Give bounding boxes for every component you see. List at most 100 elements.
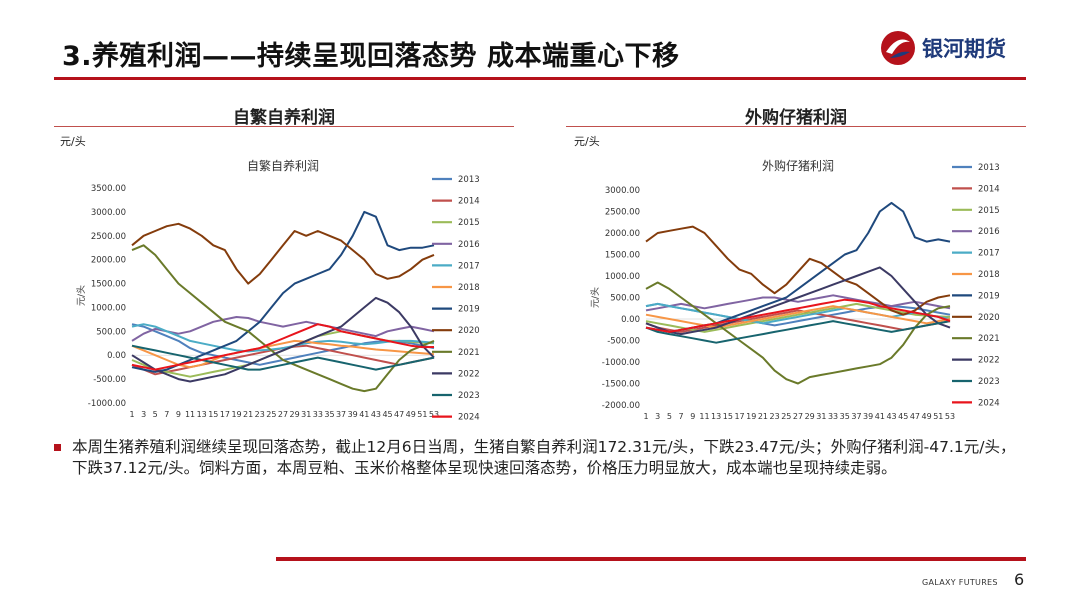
x-tick-label: 17 bbox=[734, 412, 744, 421]
x-tick-label: 7 bbox=[164, 410, 169, 419]
x-tick-label: 35 bbox=[324, 410, 334, 419]
chart-title: 外购仔猪利润 bbox=[762, 158, 834, 173]
x-tick-label: 45 bbox=[382, 410, 392, 419]
x-tick-label: 53 bbox=[945, 412, 955, 421]
x-tick-label: 29 bbox=[805, 412, 815, 421]
legend-label-2024: 2024 bbox=[978, 398, 1000, 408]
series-line-2023 bbox=[645, 320, 951, 344]
y-tick-label: 1500.00 bbox=[605, 251, 640, 261]
x-tick-label: 37 bbox=[851, 412, 861, 421]
slide-title: 3.养殖利润——持续呈现回落态势 成本端重心下移 bbox=[62, 41, 680, 72]
legend-label-2022: 2022 bbox=[978, 356, 1000, 366]
legend-label-2014: 2014 bbox=[978, 184, 1000, 194]
legend-label-2023: 2023 bbox=[458, 391, 480, 401]
left-panel-divider bbox=[54, 126, 514, 127]
x-tick-label: 45 bbox=[898, 412, 908, 421]
x-tick-label: 11 bbox=[185, 410, 195, 419]
x-tick-label: 49 bbox=[406, 410, 416, 419]
footer-divider bbox=[276, 557, 1026, 561]
x-tick-label: 49 bbox=[922, 412, 932, 421]
y-tick-label: 2500.00 bbox=[91, 232, 126, 242]
y-tick-label: 0.00 bbox=[621, 315, 640, 325]
legend-label-2018: 2018 bbox=[458, 283, 480, 293]
series-line-2022 bbox=[645, 266, 951, 336]
right-unit-label: 元/头 bbox=[574, 135, 600, 148]
legend-label-2024: 2024 bbox=[458, 413, 480, 423]
x-tick-label: 25 bbox=[266, 410, 276, 419]
x-tick-label: 33 bbox=[313, 410, 323, 419]
legend-label-2015: 2015 bbox=[458, 218, 480, 228]
legend-label-2017: 2017 bbox=[458, 261, 480, 271]
legend-label-2016: 2016 bbox=[978, 227, 1000, 237]
y-axis-label: 元/头 bbox=[76, 285, 87, 306]
legend-label-2020: 2020 bbox=[458, 326, 480, 336]
series-line-2018 bbox=[131, 339, 435, 369]
y-tick-label: 2500.00 bbox=[605, 208, 640, 218]
series-line-2014 bbox=[645, 309, 951, 333]
x-tick-label: 15 bbox=[208, 410, 218, 419]
x-tick-label: 21 bbox=[758, 412, 768, 421]
legend-label-2021: 2021 bbox=[458, 348, 480, 358]
legend-label-2013: 2013 bbox=[458, 175, 480, 185]
purchased-piglet-profit-chart: 外购仔猪利润3000.002500.002000.001500.001000.0… bbox=[590, 158, 1000, 421]
series-line-2020 bbox=[645, 225, 951, 316]
x-tick-label: 43 bbox=[886, 412, 896, 421]
right-panel-divider bbox=[566, 126, 1026, 127]
x-tick-label: 9 bbox=[690, 412, 695, 421]
commentary-text: 本周生猪养殖利润继续呈现回落态势，截止12月6日当周，生猪自繁自养利润172.3… bbox=[72, 438, 1016, 477]
x-tick-label: 5 bbox=[667, 412, 672, 421]
self-breeding-profit-chart: 自繁自养利润3500.003000.002500.002000.001500.0… bbox=[76, 158, 480, 423]
chart-title: 自繁自养利润 bbox=[247, 158, 319, 173]
series-line-2018 bbox=[645, 305, 951, 329]
left-unit-label: 元/头 bbox=[60, 135, 86, 148]
x-tick-label: 11 bbox=[699, 412, 709, 421]
x-tick-label: 31 bbox=[816, 412, 826, 421]
x-tick-label: 47 bbox=[394, 410, 404, 419]
legend-label-2015: 2015 bbox=[978, 206, 1000, 216]
x-tick-label: 51 bbox=[417, 410, 427, 419]
series-line-2024 bbox=[131, 323, 435, 371]
y-tick-label: -1000.00 bbox=[602, 358, 640, 368]
legend-label-2022: 2022 bbox=[458, 369, 480, 379]
series-line-2020 bbox=[131, 222, 435, 285]
x-tick-label: 17 bbox=[220, 410, 230, 419]
x-tick-label: 5 bbox=[153, 410, 158, 419]
legend-label-2019: 2019 bbox=[458, 305, 480, 315]
series-line-2017 bbox=[131, 323, 435, 353]
y-tick-label: -2000.00 bbox=[602, 401, 640, 411]
y-tick-label: 0.00 bbox=[107, 351, 126, 361]
series-line-2016 bbox=[131, 316, 435, 342]
x-tick-label: 41 bbox=[359, 410, 369, 419]
x-tick-label: 21 bbox=[243, 410, 253, 419]
y-tick-label: 1000.00 bbox=[605, 272, 640, 282]
legend-label-2023: 2023 bbox=[978, 377, 1000, 387]
y-tick-label: -500.00 bbox=[607, 337, 640, 347]
x-tick-label: 51 bbox=[933, 412, 943, 421]
x-tick-label: 27 bbox=[278, 410, 288, 419]
y-tick-label: 3000.00 bbox=[605, 186, 640, 196]
y-tick-label: 1000.00 bbox=[91, 303, 126, 313]
x-tick-label: 1 bbox=[129, 410, 134, 419]
series-line-2022 bbox=[131, 296, 435, 383]
x-tick-label: 23 bbox=[255, 410, 265, 419]
x-tick-label: 3 bbox=[141, 410, 146, 419]
series-line-2017 bbox=[645, 302, 951, 325]
x-tick-label: 1 bbox=[643, 412, 648, 421]
legend-label-2017: 2017 bbox=[978, 249, 1000, 259]
x-tick-label: 3 bbox=[655, 412, 660, 421]
right-panel-title: 外购仔猪利润 bbox=[745, 108, 847, 128]
legend-label-2014: 2014 bbox=[458, 197, 480, 207]
x-tick-label: 31 bbox=[301, 410, 311, 419]
y-tick-label: 3500.00 bbox=[91, 184, 126, 194]
x-tick-label: 33 bbox=[828, 412, 838, 421]
x-tick-label: 13 bbox=[711, 412, 721, 421]
legend-label-2019: 2019 bbox=[978, 291, 1000, 301]
galaxy-futures-logo-icon bbox=[881, 31, 915, 65]
footer-brand: GALAXY FUTURES bbox=[922, 578, 998, 587]
x-tick-label: 35 bbox=[840, 412, 850, 421]
bullet-icon bbox=[54, 444, 61, 451]
x-tick-label: 13 bbox=[197, 410, 207, 419]
legend-label-2013: 2013 bbox=[978, 163, 1000, 173]
series-line-2024 bbox=[645, 298, 951, 333]
page-number: 6 bbox=[1014, 570, 1025, 589]
